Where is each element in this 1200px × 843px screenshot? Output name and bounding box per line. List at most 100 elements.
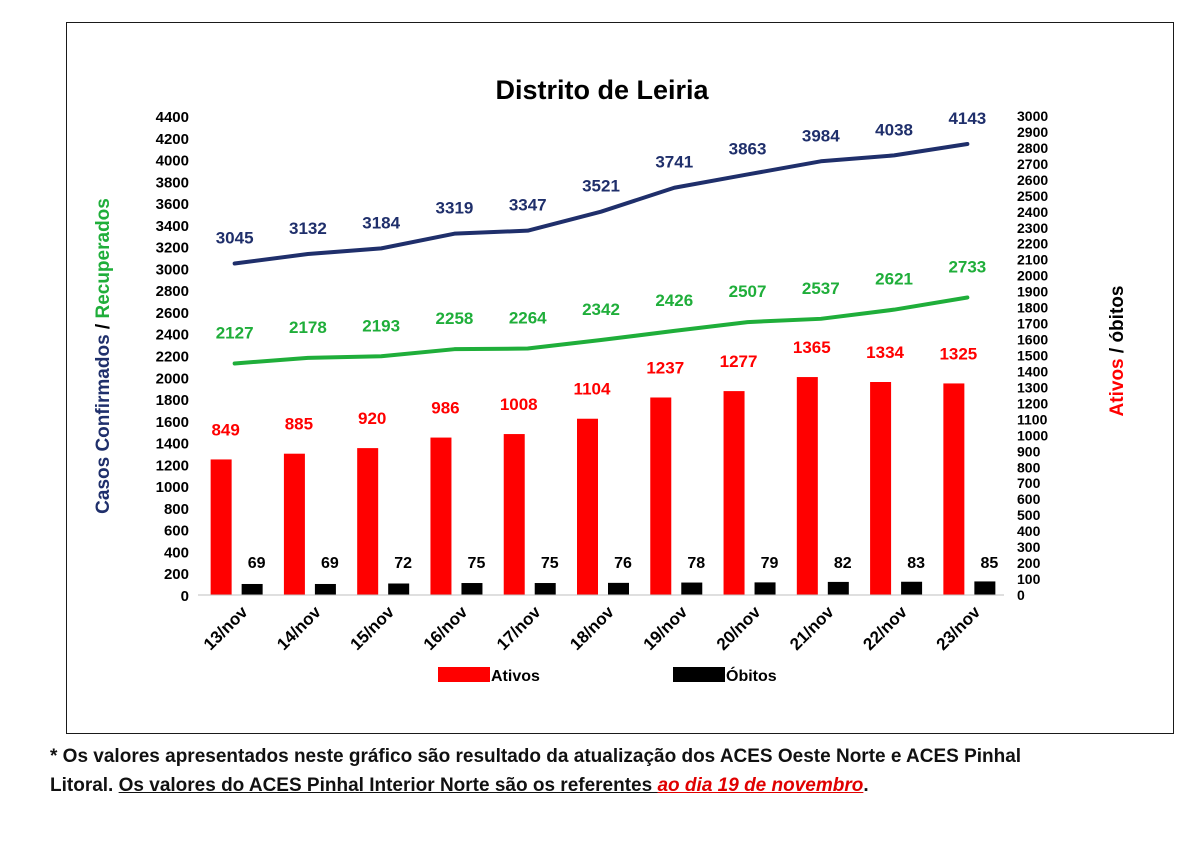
- footnote-red-date: ao dia 19 de novembro: [657, 775, 864, 796]
- y-right-axis-label-part: Ativos: [1107, 358, 1128, 416]
- bar-ativos: [210, 459, 232, 595]
- bar-obitos: [534, 583, 556, 595]
- legend-obitos-swatch: [673, 667, 725, 682]
- x-tick-label: 13/nov: [200, 602, 252, 654]
- y-right-tick-label: 900: [1017, 443, 1041, 459]
- y-left-tick-label: 4000: [156, 153, 189, 170]
- confirmados-line: [232, 141, 970, 266]
- x-tick-label: 19/nov: [640, 602, 692, 654]
- recuperados-point-label: 2178: [289, 318, 327, 337]
- bar-ativos-label: 1104: [574, 380, 611, 399]
- bar-ativos-label: 1237: [646, 358, 684, 377]
- recuperados-point-label: 2193: [362, 316, 400, 335]
- y-left-tick-label: 800: [164, 501, 189, 518]
- confirmados-point-label: 3984: [802, 126, 840, 145]
- bar-obitos: [388, 583, 410, 595]
- y-right-tick-label: 200: [1017, 555, 1041, 571]
- y-left-tick-label: 1400: [156, 436, 189, 453]
- x-tick-label: 14/nov: [273, 602, 325, 654]
- y-left-tick-label: 4200: [156, 131, 189, 148]
- y-right-tick-label: 2400: [1017, 204, 1048, 220]
- bar-obitos: [608, 582, 629, 595]
- y-right-tick-label: 500: [1017, 507, 1041, 523]
- x-tick-label: 20/nov: [713, 602, 765, 654]
- y-right-tick-label: 1100: [1017, 411, 1048, 427]
- recuperados-point-label: 2537: [802, 279, 840, 298]
- chart: Distrito de Leiria0200400600800100012001…: [93, 75, 1128, 685]
- bar-obitos-label: 85: [980, 555, 998, 572]
- bar-obitos: [461, 583, 483, 595]
- bar-ativos: [723, 391, 745, 595]
- bar-ativos-label: 885: [285, 415, 313, 434]
- y-right-tick-label: 2100: [1017, 252, 1048, 268]
- y-left-tick-label: 1000: [156, 479, 189, 496]
- recuperados-point-label: 2621: [875, 270, 913, 289]
- bar-obitos: [681, 582, 703, 595]
- y-right-tick-label: 2900: [1017, 124, 1048, 140]
- x-tick-label: 16/nov: [420, 602, 472, 654]
- y-right-tick-label: 2700: [1017, 156, 1048, 172]
- recuperados-line: [232, 295, 970, 366]
- bar-ativos-label: 849: [211, 420, 239, 439]
- confirmados-point-label: 3184: [362, 213, 400, 232]
- recuperados-point-label: 2127: [216, 323, 254, 342]
- confirmados-point-label: 4143: [948, 109, 986, 128]
- y-left-tick-label: 2200: [156, 349, 189, 366]
- legend-ativos-swatch: [438, 667, 490, 682]
- y-right-tick-label: 1400: [1017, 363, 1048, 379]
- legend-obitos-label: Óbitos: [726, 666, 777, 685]
- bar-ativos-label: 1325: [939, 344, 977, 363]
- footnote-line-2: Litoral. Os valores do ACES Pinhal Inter…: [50, 771, 1170, 800]
- bar-obitos-label: 78: [687, 555, 705, 572]
- x-tick-label: 21/nov: [786, 602, 838, 654]
- y-right-tick-label: 3000: [1017, 108, 1048, 124]
- bar-obitos-label: 69: [248, 555, 266, 572]
- y-right-tick-label: 700: [1017, 475, 1041, 491]
- y-right-tick-label: 800: [1017, 459, 1041, 475]
- recuperados-point-label: 2733: [948, 257, 986, 276]
- bar-obitos-label: 82: [834, 555, 852, 572]
- bar-obitos: [827, 581, 849, 595]
- y-right-tick-label: 100: [1017, 571, 1041, 587]
- bar-ativos: [430, 437, 452, 595]
- y-right-tick-label: 0: [1017, 587, 1025, 603]
- y-right-axis-label-part: óbitos: [1107, 286, 1128, 343]
- y-right-tick-label: 1300: [1017, 379, 1048, 395]
- bar-ativos: [796, 377, 818, 595]
- bar-ativos: [870, 382, 892, 595]
- y-left-tick-label: 2600: [156, 305, 189, 322]
- y-right-tick-label: 1500: [1017, 348, 1048, 364]
- footnote-line-2-end: .: [863, 775, 869, 796]
- bar-obitos-label: 76: [614, 555, 632, 572]
- y-left-axis-label-part: Recuperados: [93, 198, 114, 318]
- y-right-tick-label: 2600: [1017, 172, 1048, 188]
- bar-ativos: [577, 418, 598, 595]
- x-tick-label: 18/nov: [566, 602, 618, 654]
- y-left-tick-label: 3800: [156, 174, 189, 191]
- y-right-tick-label: 2500: [1017, 188, 1048, 204]
- y-left-axis-label-part: Casos Confirmados: [93, 334, 114, 513]
- bar-ativos-label: 1365: [793, 338, 831, 357]
- footnote-underlined-text: Os valores do ACES Pinhal Interior Norte…: [118, 775, 658, 796]
- y-left-axis-label: Casos Confirmados / Recuperados: [93, 198, 114, 514]
- bar-ativos-label: 1277: [720, 352, 758, 371]
- recuperados-point-label: 2258: [436, 309, 474, 328]
- bar-obitos-label: 79: [761, 555, 779, 572]
- x-tick-label: 17/nov: [493, 602, 545, 654]
- y-left-tick-label: 1800: [156, 392, 189, 409]
- y-left-tick-label: 400: [164, 544, 189, 561]
- recuperados-point-label: 2426: [655, 291, 693, 310]
- chart-frame: Distrito de Leiria 0 200 400 600 800 1000 1200 1…: [66, 22, 1174, 734]
- y-left-tick-label: 600: [164, 523, 189, 540]
- y-right-tick-label: 2200: [1017, 236, 1048, 252]
- bar-ativos-label: 1334: [866, 343, 904, 362]
- y-left-tick-label: 3400: [156, 218, 189, 235]
- bar-obitos: [241, 583, 263, 595]
- y-left-tick-label: 0: [181, 588, 189, 605]
- y-right-tick-label: 2800: [1017, 140, 1048, 156]
- footnote-line-2-start: Litoral.: [50, 775, 119, 796]
- confirmados-point-label: 3741: [655, 153, 693, 172]
- y-left-tick-label: 1600: [156, 414, 189, 431]
- bar-obitos: [314, 583, 336, 595]
- bar-obitos-label: 69: [321, 555, 339, 572]
